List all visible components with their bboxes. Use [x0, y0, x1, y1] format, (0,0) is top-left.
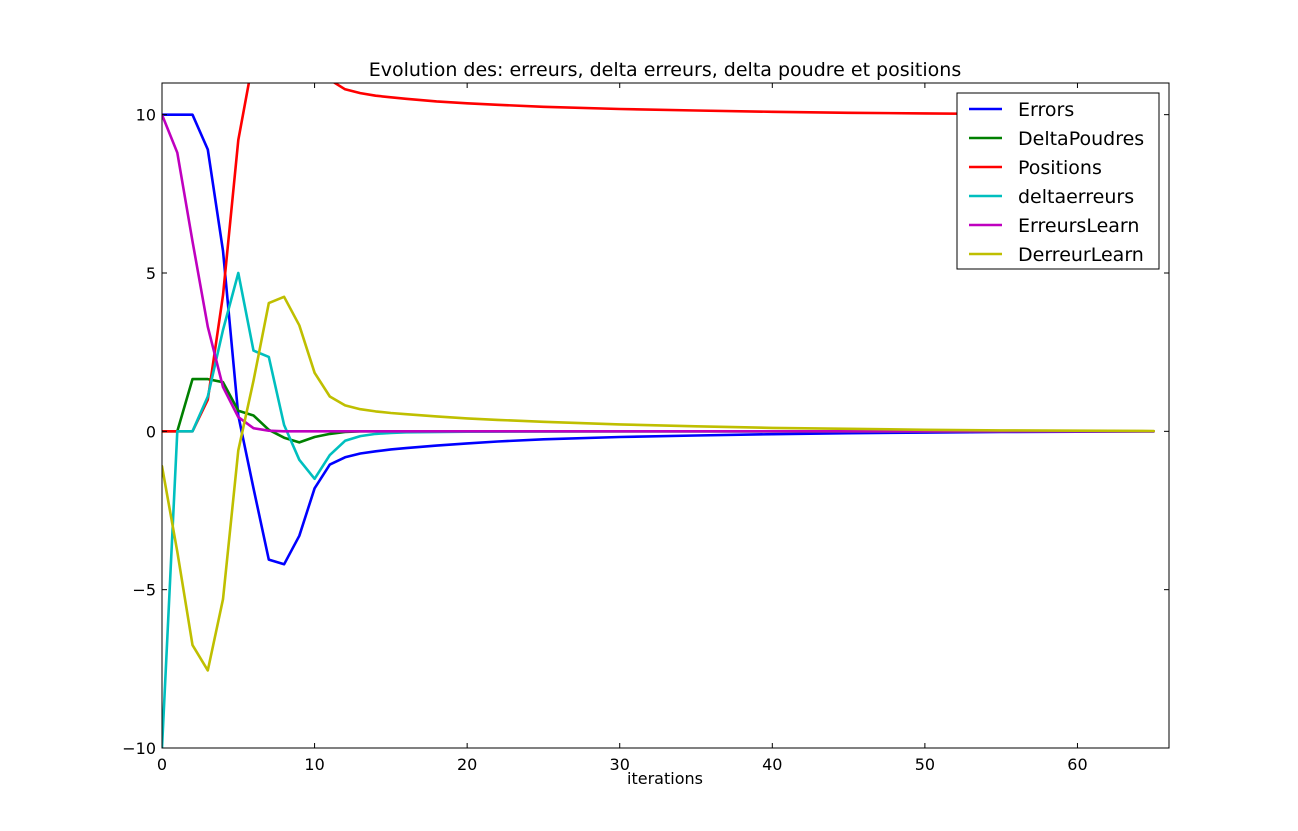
series-line-erreurslearn	[162, 113, 1155, 433]
x-tick-label: 50	[915, 755, 935, 774]
series-line-derreurlearn	[162, 295, 1155, 672]
plot-frame	[161, 82, 1170, 749]
x-tick-label: 10	[304, 755, 324, 774]
x-axis-title: iterations	[627, 769, 703, 788]
y-tick-label: 10	[136, 106, 156, 125]
x-tick-label: 40	[762, 755, 782, 774]
y-tick-label: −5	[132, 581, 156, 600]
legend-label-derreurlearn: DerreurLearn	[1018, 244, 1144, 266]
series-line-errors	[162, 113, 1155, 566]
x-tick-label: 0	[157, 755, 167, 774]
ticks-layer: 0 10 20 30 40 50 60 −10 −5 0 5 10	[122, 83, 1169, 774]
legend: Errors DeltaPoudres Positions deltaerreurs E…	[956, 92, 1160, 270]
x-tick-label: 60	[1067, 755, 1087, 774]
series-layer	[162, 83, 1155, 748]
x-tick-label: 20	[457, 755, 477, 774]
legend-label-deltaerreurs: deltaerreurs	[1018, 186, 1134, 208]
legend-box	[956, 92, 1160, 270]
legend-label-errors: Errors	[1018, 99, 1074, 121]
y-tick-label: −10	[122, 739, 156, 758]
x-tick-label: 30	[610, 755, 630, 774]
chart-title: Evolution des: erreurs, delta erreurs, d…	[369, 59, 961, 81]
legend-label-deltapoudres: DeltaPoudres	[1018, 128, 1144, 150]
y-tick-label: 0	[146, 422, 156, 441]
series-line-positions	[162, 83, 1155, 433]
y-tick-label: 5	[146, 264, 156, 283]
legend-label-erreurslearn: ErreursLearn	[1018, 215, 1139, 237]
legend-label-positions: Positions	[1018, 157, 1102, 179]
